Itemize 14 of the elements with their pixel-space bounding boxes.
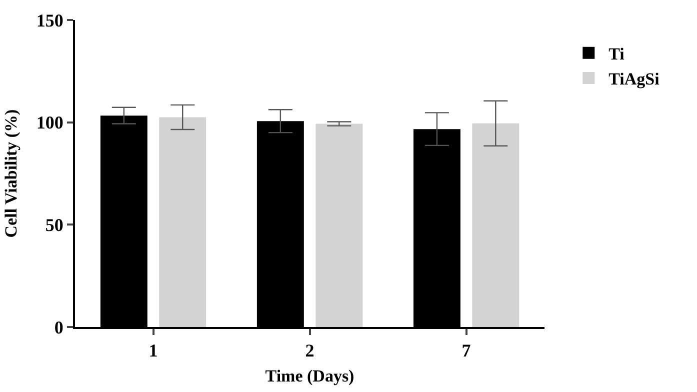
y-axis-title: Cell Viability (%) [1, 109, 20, 238]
x-tick-label: 1 [148, 340, 158, 361]
x-axis-title: Time (Days) [265, 366, 354, 386]
bar [159, 117, 206, 327]
y-tick-label: 150 [36, 10, 64, 30]
bar [472, 123, 520, 327]
x-tick-label: 7 [462, 340, 471, 361]
legend-label: TiAgSi [608, 70, 660, 89]
y-tick-label: 0 [54, 317, 64, 338]
y-tick-label: 50 [45, 214, 64, 235]
y-tick-label: 100 [36, 112, 64, 133]
x-tick-label: 2 [305, 340, 314, 361]
legend-label: Ti [608, 44, 625, 64]
bar [316, 124, 363, 327]
